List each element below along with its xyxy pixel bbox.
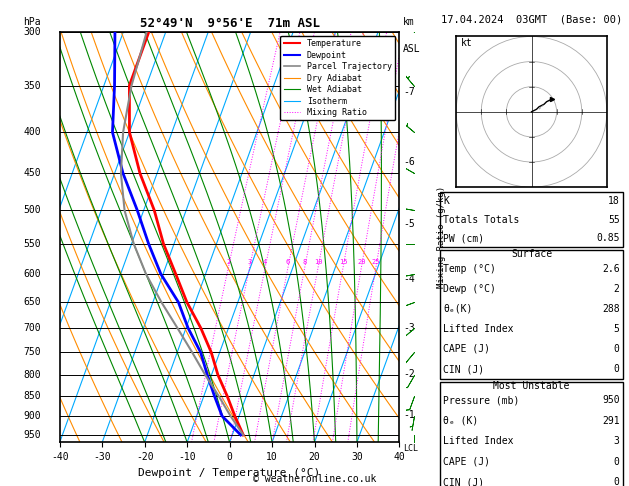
Text: CIN (J): CIN (J) [443,477,484,486]
Text: CAPE (J): CAPE (J) [443,457,491,467]
Text: Surface: Surface [511,249,552,259]
Text: 20: 20 [357,259,365,265]
Text: θₑ(K): θₑ(K) [443,304,473,314]
Text: 8: 8 [303,259,307,265]
X-axis label: Dewpoint / Temperature (°C): Dewpoint / Temperature (°C) [138,468,321,478]
Text: 600: 600 [23,269,41,279]
Text: Pressure (mb): Pressure (mb) [443,396,520,405]
Text: 400: 400 [23,127,41,137]
Text: 18: 18 [608,196,620,206]
Text: 800: 800 [23,370,41,380]
Legend: Temperature, Dewpoint, Parcel Trajectory, Dry Adiabat, Wet Adiabat, Isotherm, Mi: Temperature, Dewpoint, Parcel Trajectory… [281,36,395,121]
Text: 3: 3 [614,436,620,446]
Text: kt: kt [461,38,473,49]
Text: 2: 2 [226,259,230,265]
Text: CAPE (J): CAPE (J) [443,344,491,354]
Text: -6: -6 [403,156,415,167]
Text: 10: 10 [314,259,322,265]
Text: PW (cm): PW (cm) [443,233,484,243]
Text: -2: -2 [403,368,415,379]
Text: -1: -1 [403,410,415,420]
Text: Lifted Index: Lifted Index [443,436,514,446]
Text: Temp (°C): Temp (°C) [443,263,496,274]
Text: θₑ (K): θₑ (K) [443,416,479,426]
Text: -3: -3 [403,323,415,333]
Text: 0: 0 [614,477,620,486]
Text: 0: 0 [614,344,620,354]
Text: 0: 0 [614,364,620,374]
Text: Mixing Ratio (g/kg): Mixing Ratio (g/kg) [437,186,446,288]
Text: 850: 850 [23,391,41,401]
Text: Totals Totals: Totals Totals [443,215,520,225]
Text: 4: 4 [263,259,267,265]
Text: hPa: hPa [23,17,41,28]
Text: -4: -4 [403,274,415,284]
Text: 6: 6 [286,259,290,265]
Text: CIN (J): CIN (J) [443,364,484,374]
Text: 650: 650 [23,297,41,307]
Text: 900: 900 [23,411,41,421]
Text: 0.85: 0.85 [596,233,620,243]
Text: 3: 3 [247,259,252,265]
Text: 291: 291 [602,416,620,426]
Text: Lifted Index: Lifted Index [443,324,514,334]
Text: 288: 288 [602,304,620,314]
Text: K: K [443,196,449,206]
Text: 2.6: 2.6 [602,263,620,274]
Title: 52°49'N  9°56'E  71m ASL: 52°49'N 9°56'E 71m ASL [140,17,320,31]
Text: 17.04.2024  03GMT  (Base: 00): 17.04.2024 03GMT (Base: 00) [441,15,622,25]
Text: 950: 950 [602,396,620,405]
Text: 700: 700 [23,323,41,333]
Text: 550: 550 [23,239,41,249]
Text: 25: 25 [372,259,380,265]
Text: 500: 500 [23,206,41,215]
Text: Dewp (°C): Dewp (°C) [443,284,496,294]
Text: ASL: ASL [403,44,420,54]
Text: 55: 55 [608,215,620,225]
Text: 450: 450 [23,169,41,178]
Text: 950: 950 [23,430,41,440]
Text: LCL: LCL [403,444,418,453]
Text: 750: 750 [23,347,41,357]
Text: 350: 350 [23,81,41,90]
Text: 300: 300 [23,27,41,36]
Text: km: km [403,17,415,28]
Text: © weatheronline.co.uk: © weatheronline.co.uk [253,473,376,484]
Text: 5: 5 [614,324,620,334]
Text: 0: 0 [614,457,620,467]
Text: 2: 2 [614,284,620,294]
Text: -7: -7 [403,87,415,98]
Text: Most Unstable: Most Unstable [493,381,570,391]
Text: -5: -5 [403,219,415,229]
Text: 15: 15 [338,259,347,265]
